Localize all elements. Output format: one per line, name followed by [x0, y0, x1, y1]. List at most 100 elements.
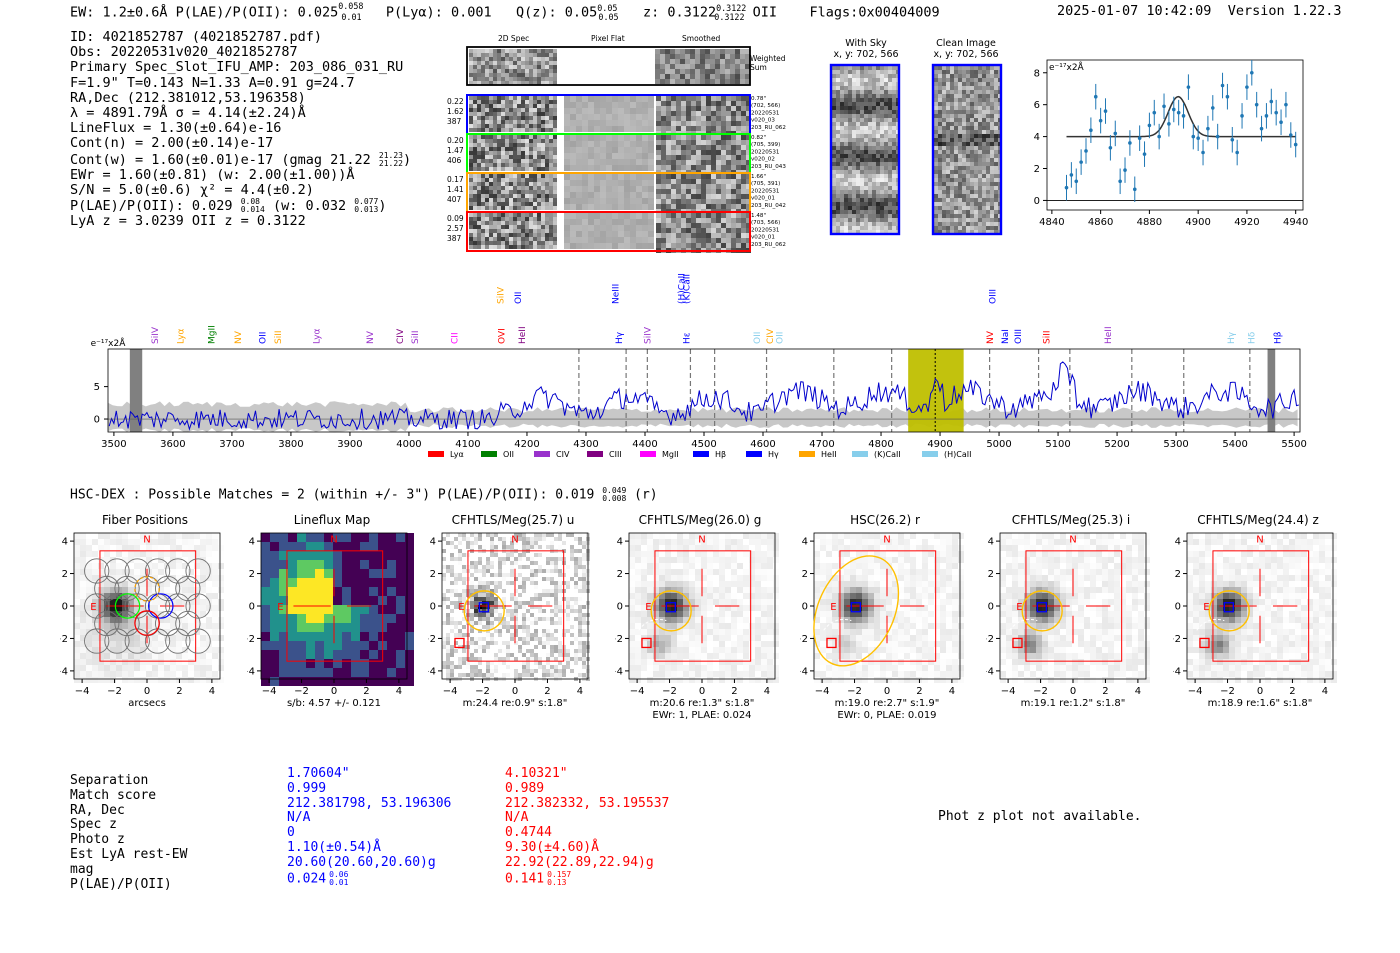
- neighbor-ellipse: [1009, 618, 1038, 631]
- imaging-panel: N E 4 −4 2 −2 0 0 −2 2 −4 4 s/b: 4.57 +/- 0.121: [247, 532, 414, 709]
- legend-label: CIV: [556, 450, 570, 459]
- imaging-ytick-label: 4: [988, 537, 994, 548]
- linefit-point: [1284, 102, 1288, 107]
- spectrum-line-label: (K)CaII: [682, 274, 692, 304]
- imaging-ytick-label: 4: [802, 537, 808, 548]
- linefit-point: [1206, 126, 1210, 131]
- imaging-ytick-label: −4: [60, 666, 68, 677]
- spectrum-ytick-label: 0: [94, 415, 100, 426]
- linefit-point: [1113, 131, 1118, 136]
- header-summary: EW: 1.2±0.6Å P(LAE)/P(OII): 0.0250.0580.…: [70, 1, 940, 23]
- imaging-ytick-label: 2: [62, 569, 68, 580]
- match-blue-plae-sup: 0.06: [329, 869, 349, 879]
- spectrum-xtick-label: 4000: [396, 439, 421, 450]
- spectrum-xtick-label: 5300: [1163, 439, 1188, 450]
- imaging-caption: m:19.1 re:1.2" s:1.8": [1021, 698, 1126, 709]
- match-red-value-text: 4.10321": [505, 766, 568, 781]
- fiber-circle: [154, 610, 181, 637]
- cutout-col-pixelflat: Pixel Flat: [591, 34, 625, 43]
- imaging-xtick-label: 2: [544, 686, 550, 697]
- imaging-panel: N E 4 −4 2 −2 0 0 −2 2 −4 4 m:20.6 re:1.3" s:1.8"EWr…: [615, 532, 779, 721]
- fiber-circle: [175, 575, 201, 602]
- match-blue-value: 212.381798, 53.196306: [287, 796, 451, 812]
- header-version: Version 1.22.3: [1227, 3, 1342, 19]
- imaging-caption-2: EWr: 1, PLAE: 0.024: [652, 710, 751, 721]
- match-blue-value: N/A: [287, 810, 451, 826]
- header-qz: Q(z): 0.05: [515, 4, 598, 21]
- imaging-xtick-label: 2: [731, 686, 737, 697]
- header-z: z: 0.3122: [642, 4, 717, 21]
- imaging-ytick-label: 0: [62, 602, 68, 613]
- linefit-point: [1064, 185, 1069, 190]
- info-plae-end: ): [378, 198, 387, 215]
- fiber-circle: [185, 593, 211, 619]
- imaging-ytick-label: −4: [800, 666, 808, 677]
- spectrum-line-label: OII: [259, 332, 269, 344]
- match-blue-value-text: 0.024: [287, 871, 327, 887]
- imaging-panel-title: CFHTLS/Meg(25.3) i: [1011, 513, 1131, 527]
- match-red-value: N/A: [505, 810, 669, 826]
- imaging-ytick-label: 2: [1175, 569, 1181, 580]
- spectrum-error-band: [108, 401, 1298, 433]
- search-box: [1025, 550, 1123, 662]
- linefit-point: [1289, 133, 1293, 137]
- info-radec: RA,Dec (212.381012,53.196358): [70, 89, 306, 106]
- match-box-red: [826, 637, 837, 649]
- linefit-point: [1171, 107, 1176, 112]
- east-label: E: [277, 602, 283, 613]
- info-contw-text: Cont(w) = 1.60(±0.01)e-17 (gmag 21.22: [70, 151, 371, 168]
- cutout-right-label: v020_02: [751, 157, 775, 163]
- spectrum-line-label: NeIII: [611, 284, 621, 304]
- match-red-value: 9.30(±4.60)Å: [505, 839, 669, 856]
- spectrum-line-label: OIII: [1014, 329, 1024, 344]
- linefit-point: [1137, 136, 1142, 140]
- cutout-left-label: 387: [447, 117, 462, 126]
- linefit-point: [1191, 134, 1196, 139]
- east-label: E: [1203, 602, 1209, 613]
- match-red-value-text: 212.382332, 53.195537: [505, 795, 670, 811]
- info-plae: P(LAE)/P(OII): 0.029 0.08 0.014 (w: 0.032…: [70, 198, 411, 214]
- header-flags: Flags:0x00404009: [809, 4, 940, 21]
- match-red-value: 22.92(22.89,22.94)g: [505, 855, 669, 871]
- imaging-panel-title: CFHTLS/Meg(25.7) u: [451, 513, 575, 527]
- header-ew-plae: EW: 1.2±0.6Å P(LAE)/P(OII): 0.025: [70, 4, 339, 21]
- fiber-circle: [165, 558, 191, 584]
- cutout-left-label: 2.57: [447, 224, 464, 233]
- full-spectrum-plot: 3500 3600 3700 3800 3900 4000 4100 4200 4300 4400…: [91, 273, 1307, 459]
- linefit-ylabel: e⁻¹⁷x2Å: [1049, 61, 1085, 73]
- imaging-ytick-label: −4: [986, 666, 994, 677]
- east-label: E: [830, 602, 836, 613]
- imaging-ytick-label: 2: [988, 569, 994, 580]
- weighted-label: Weighted: [750, 54, 786, 63]
- imaging-ytick-label: −2: [986, 634, 994, 645]
- spectrum-ylabel: e⁻¹⁷x2Å: [91, 337, 127, 349]
- match-row-label: Photo z: [70, 832, 125, 848]
- match-row-label: Match score: [70, 787, 157, 803]
- imaging-ytick-label: 0: [430, 602, 436, 613]
- imaging-xtick-label: 4: [396, 686, 402, 697]
- match-red-value-text: N/A: [505, 810, 529, 826]
- imaging-xtick-label: 0: [144, 686, 150, 697]
- match-row-label: mag: [70, 861, 94, 877]
- linefit-point: [1201, 150, 1205, 155]
- fiber-circle: [165, 593, 191, 619]
- withsky-frame: [829, 63, 901, 236]
- north-label: N: [698, 535, 705, 546]
- spectrum-line-label: HeII: [1104, 326, 1114, 344]
- imaging-ytick-label: 2: [617, 569, 623, 580]
- linefit-point: [1152, 110, 1157, 115]
- imaging-xtick-label: 2: [1102, 686, 1108, 697]
- cutout-left-label: 407: [447, 195, 462, 204]
- fiber-circle: [84, 593, 110, 619]
- imaging-panel: N E 4 −4 2 −2 0 0 −2 2 −4 4 arcsecs: [60, 532, 224, 709]
- cutout-right-label: v020_03: [751, 118, 775, 124]
- cutout-right-label: 20220531: [751, 149, 780, 155]
- match-red-value: 0.989: [505, 781, 669, 797]
- imaging-xtick-label: 4: [1322, 686, 1328, 697]
- match-red-value-text: 9.30(±4.60)Å: [505, 839, 599, 855]
- header-qz-sub: 0.05: [598, 12, 619, 23]
- match-red-plae-sup: 0.157: [547, 869, 572, 879]
- withsky-coord: x, y: 702, 566: [833, 49, 899, 60]
- match-box-red: [1199, 637, 1210, 649]
- info-contw-end: ): [402, 151, 412, 168]
